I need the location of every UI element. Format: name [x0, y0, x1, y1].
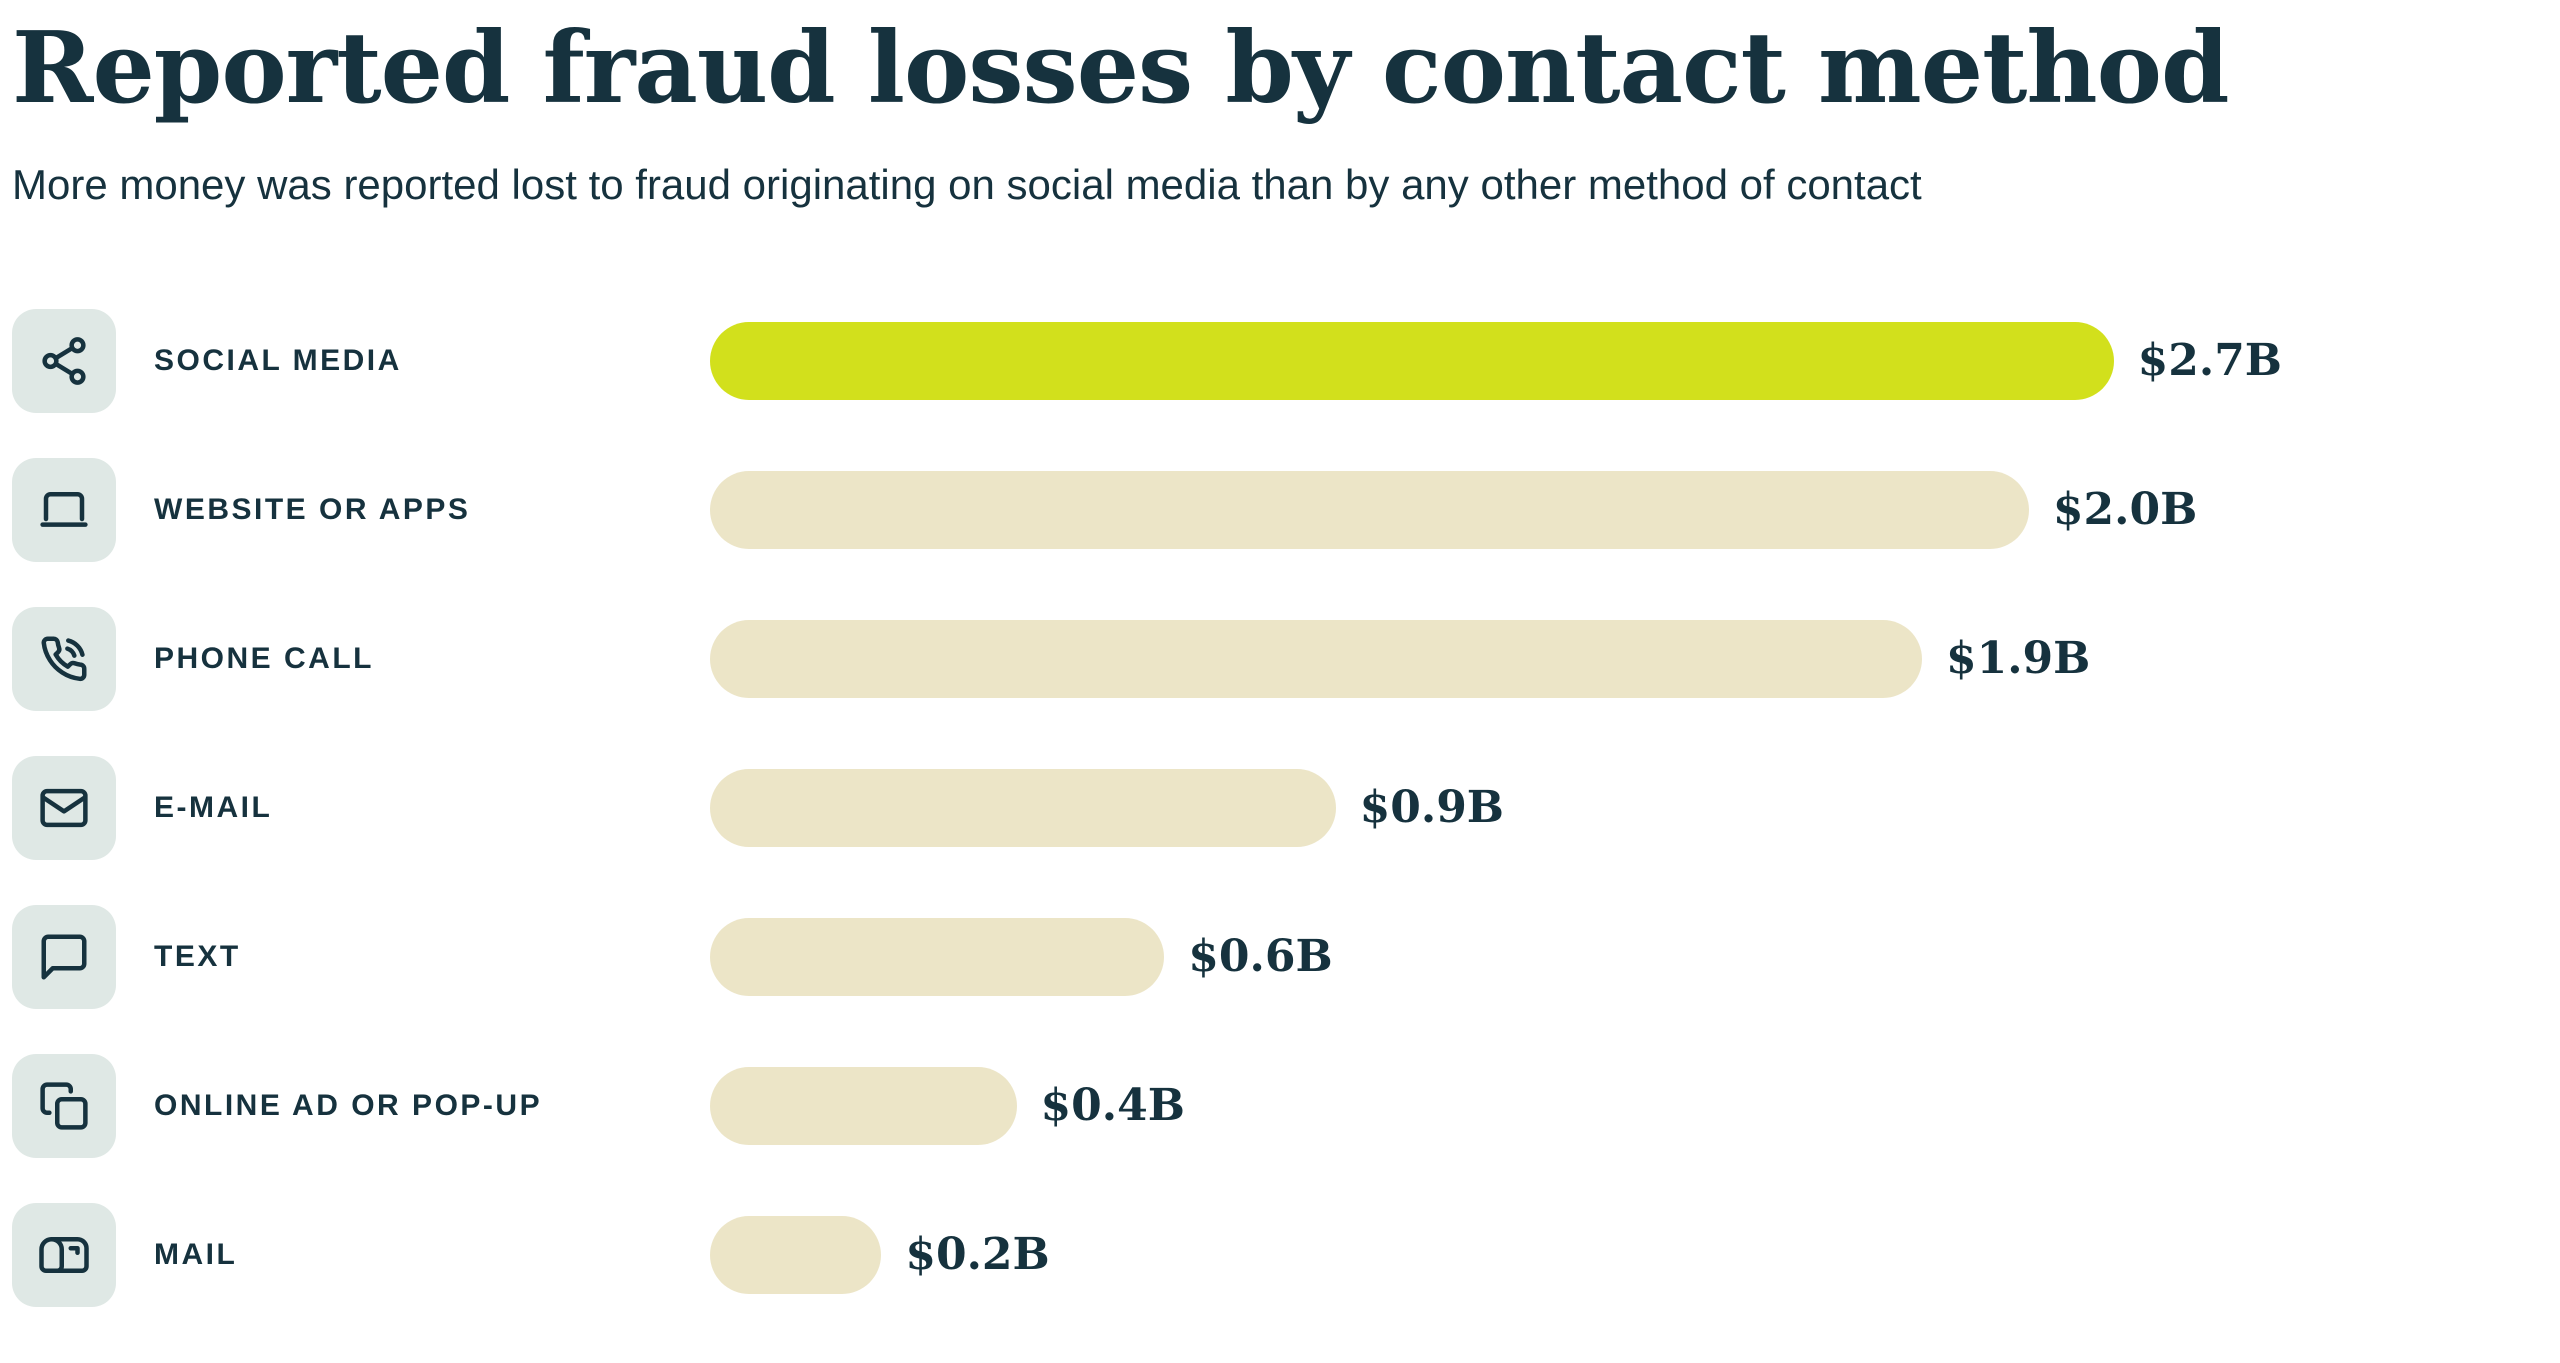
chart-row: WEBSITE OR APPS $2.0B [12, 457, 2520, 562]
bar [710, 619, 1922, 698]
bar [710, 1066, 1017, 1145]
bar [710, 470, 2029, 549]
value-label: $0.4B [1040, 1080, 1185, 1132]
envelope-icon [40, 788, 88, 828]
chart-row: SOCIAL MEDIA $2.7B [12, 308, 2520, 413]
chart-row: ONLINE AD OR POP-UP $0.4B [12, 1053, 2520, 1158]
bar-area: $2.7B [710, 309, 2520, 413]
mailbox-icon [39, 1236, 89, 1273]
bar-area: $0.6B [710, 905, 2520, 1009]
rows: SOCIAL MEDIA $2.7B WEBSITE OR APPS $2.0B… [12, 308, 2520, 1307]
value-label: $0.9B [1359, 782, 1504, 834]
value-label: $0.6B [1188, 931, 1333, 983]
icon-tile [12, 308, 116, 413]
value-label: $0.2B [905, 1229, 1050, 1281]
chart-title: Reported fraud losses by contact method [12, 11, 2229, 126]
bar [710, 1215, 882, 1294]
bar-area: $0.2B [710, 1203, 2520, 1307]
bar [710, 768, 1336, 847]
icon-tile [12, 1053, 116, 1158]
category-label: TEXT [154, 939, 241, 973]
category-label: PHONE CALL [154, 641, 374, 675]
chart-row: PHONE CALL $1.9B [12, 606, 2520, 711]
bar [710, 321, 2114, 400]
bar-track: $2.0B [710, 470, 2282, 549]
phone-call-icon [41, 636, 87, 681]
speech-bubble-icon [41, 934, 87, 980]
chart-row: TEXT $0.6B [12, 904, 2520, 1009]
value-label: $1.9B [1946, 633, 2091, 685]
icon-tile [12, 755, 116, 860]
category-label: E-MAIL [154, 790, 273, 824]
icon-tile [12, 904, 116, 1009]
icon-tile [12, 1202, 116, 1307]
chart-subtitle: More money was reported lost to fraud or… [12, 160, 1922, 208]
bar-area: $0.9B [710, 756, 2520, 860]
share-icon [42, 337, 86, 385]
icon-tile [12, 606, 116, 711]
bar-track: $2.7B [710, 321, 2282, 400]
chart-row: E-MAIL $0.9B [12, 755, 2520, 860]
bar-area: $2.0B [710, 458, 2520, 562]
category-label: MAIL [154, 1237, 238, 1271]
bar-track: $0.4B [710, 1066, 2282, 1145]
chart-container: Reported fraud losses by contact method … [12, 11, 2520, 1307]
category-label: ONLINE AD OR POP-UP [154, 1088, 543, 1122]
bar-track: $0.9B [710, 768, 2282, 847]
bar-track: $1.9B [710, 619, 2282, 698]
icon-tile [12, 457, 116, 562]
bar [710, 917, 1165, 996]
chart-row: MAIL $0.2B [12, 1202, 2520, 1307]
bar-track: $0.6B [710, 917, 2282, 996]
category-label: WEBSITE OR APPS [154, 492, 471, 526]
bar-area: $0.4B [710, 1054, 2520, 1158]
category-label: SOCIAL MEDIA [154, 343, 402, 377]
bar-area: $1.9B [710, 607, 2520, 711]
value-label: $2.7B [2137, 335, 2282, 387]
value-label: $2.0B [2052, 484, 2198, 536]
popup-windows-icon [40, 1082, 88, 1130]
laptop-icon [40, 491, 88, 527]
bar-track: $0.2B [710, 1215, 2282, 1294]
